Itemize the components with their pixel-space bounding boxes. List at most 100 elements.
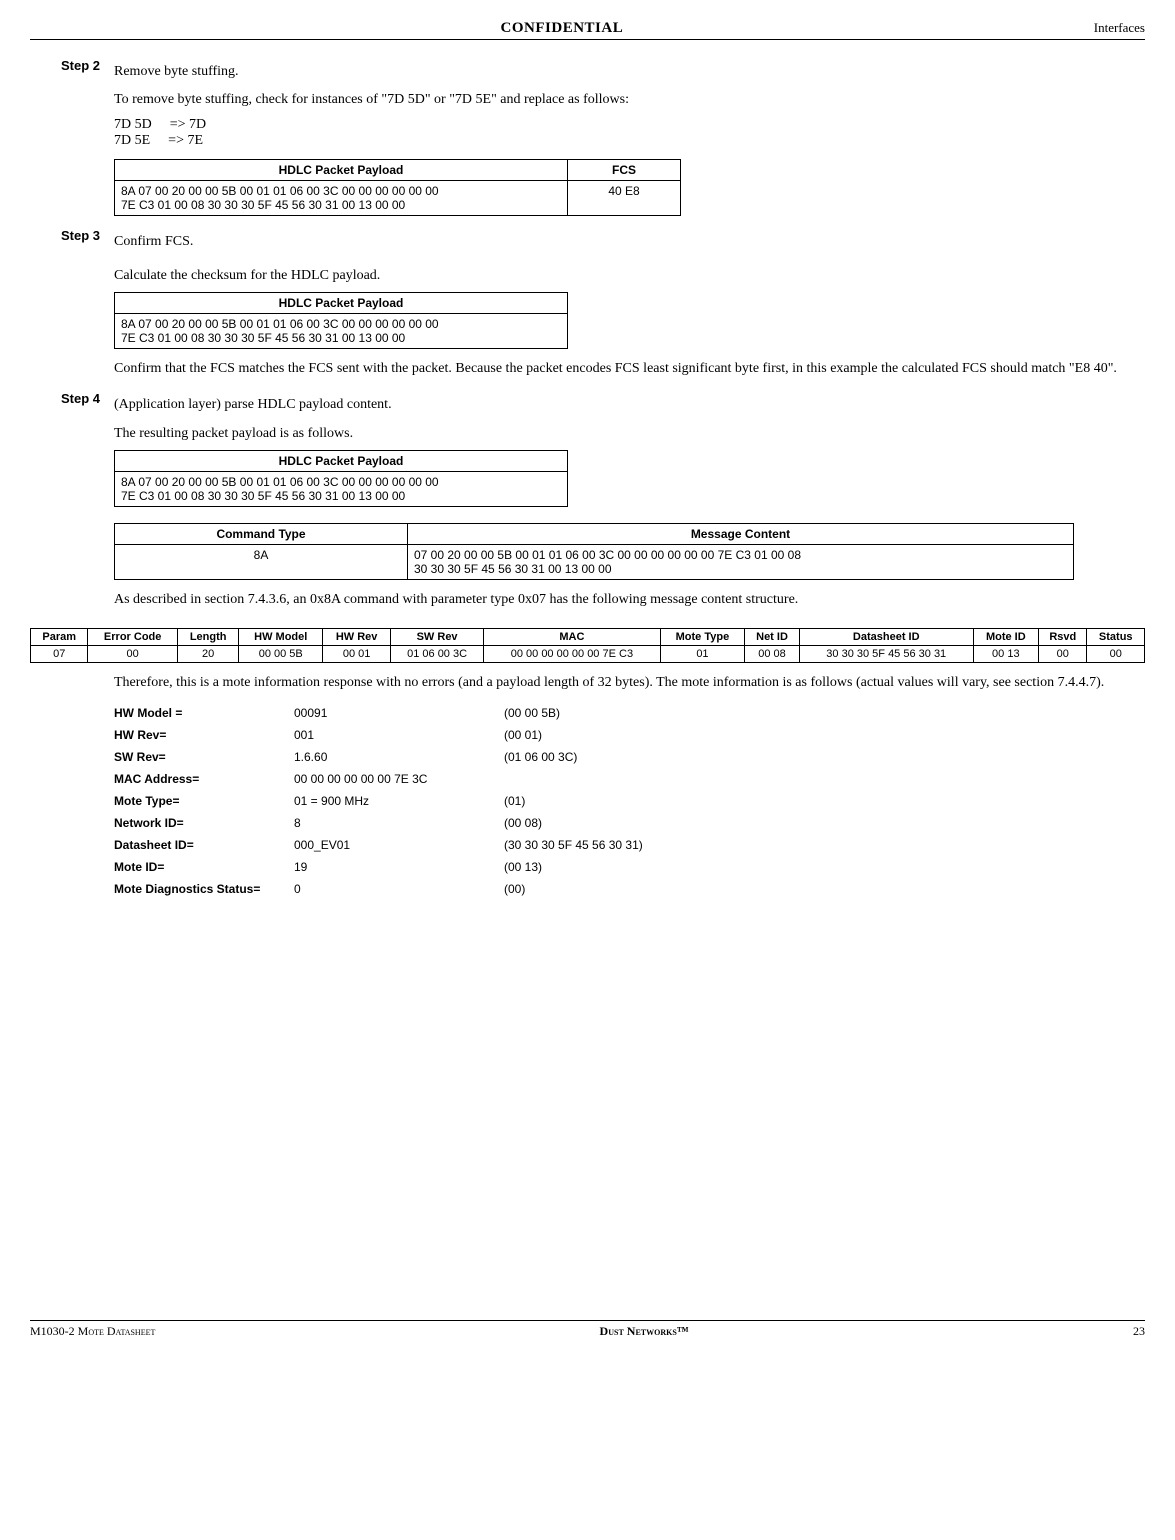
ph-10: Mote ID [973, 629, 1039, 646]
step4: Step 4 (Application layer) parse HDLC pa… [30, 391, 1145, 419]
step4-table1: HDLC Packet Payload 8A 07 00 20 00 00 5B… [114, 450, 568, 507]
step2-title: Remove byte stuffing. [114, 62, 1145, 82]
info-table: HW Model =00091(00 00 5B)HW Rev=001(00 0… [114, 702, 653, 900]
pd-9: 30 30 30 5F 45 56 30 31 [799, 646, 973, 663]
params-data-row: 07 00 20 00 00 5B 00 01 01 06 00 3C 00 0… [31, 646, 1145, 663]
info-label: HW Model = [114, 702, 294, 724]
sub2-left: 7D 5E [114, 133, 150, 149]
info-row: Mote Type=01 = 900 MHz(01) [114, 790, 653, 812]
ph-4: HW Rev [323, 629, 391, 646]
step2-label: Step 2 [30, 58, 114, 86]
step2-substitutions: 7D 5D => 7D 7D 5E => 7E [114, 117, 1145, 149]
pd-10: 00 13 [973, 646, 1039, 663]
info-hex: (00 08) [504, 812, 653, 834]
pd-4: 00 01 [323, 646, 391, 663]
info-value: 0 [294, 878, 504, 900]
step2-desc: To remove byte stuffing, check for insta… [114, 90, 1145, 110]
th-fcs: FCS [568, 159, 681, 180]
ph-0: Param [31, 629, 88, 646]
header-confidential: CONFIDENTIAL [501, 20, 624, 37]
page-footer: M1030-2 Mote Datasheet Dust Networks™ 23 [30, 1320, 1145, 1339]
ph-2: Length [177, 629, 238, 646]
pd-3: 00 00 5B [239, 646, 323, 663]
th-payload: HDLC Packet Payload [115, 159, 568, 180]
td-payload3: 8A 07 00 20 00 00 5B 00 01 01 06 00 3C 0… [115, 314, 568, 349]
info-row: MAC Address=00 00 00 00 00 00 7E 3C [114, 768, 653, 790]
info-row: Mote Diagnostics Status=0(00) [114, 878, 653, 900]
info-row: SW Rev=1.6.60(01 06 00 3C) [114, 746, 653, 768]
info-label: HW Rev= [114, 724, 294, 746]
sub2-right: => 7E [168, 133, 203, 149]
params-header-row: Param Error Code Length HW Model HW Rev … [31, 629, 1145, 646]
info-value: 19 [294, 856, 504, 878]
info-hex: (01) [504, 790, 653, 812]
pd-11: 00 [1039, 646, 1087, 663]
step4-desc1: The resulting packet payload is as follo… [114, 424, 1145, 444]
info-hex [504, 768, 653, 790]
ph-12: Status [1087, 629, 1145, 646]
ph-7: Mote Type [660, 629, 744, 646]
info-row: Datasheet ID=000_EV01(30 30 30 5F 45 56 … [114, 834, 653, 856]
info-hex: (00) [504, 878, 653, 900]
page-header: CONFIDENTIAL Interfaces [30, 20, 1145, 40]
info-row: HW Model =00091(00 00 5B) [114, 702, 653, 724]
info-label: Mote ID= [114, 856, 294, 878]
pd-8: 00 08 [745, 646, 800, 663]
td-msgcontent: 07 00 20 00 00 5B 00 01 01 06 00 3C 00 0… [408, 545, 1074, 580]
info-label: MAC Address= [114, 768, 294, 790]
params-table: Param Error Code Length HW Model HW Rev … [30, 628, 1145, 663]
pd-1: 00 [88, 646, 178, 663]
info-hex: (00 01) [504, 724, 653, 746]
pd-0: 07 [31, 646, 88, 663]
sub1-left: 7D 5D [114, 117, 152, 133]
footer-page: 23 [1133, 1324, 1145, 1339]
footer-center: Dust Networks™ [600, 1324, 689, 1339]
th-payload3: HDLC Packet Payload [115, 293, 568, 314]
footer-left: M1030-2 Mote Datasheet [30, 1324, 155, 1339]
ph-6: MAC [483, 629, 660, 646]
info-row: Mote ID=19(00 13) [114, 856, 653, 878]
pd-5: 01 06 00 3C [391, 646, 484, 663]
info-value: 8 [294, 812, 504, 834]
info-hex: (30 30 30 5F 45 56 30 31) [504, 834, 653, 856]
info-label: Network ID= [114, 812, 294, 834]
info-label: SW Rev= [114, 746, 294, 768]
ph-8: Net ID [745, 629, 800, 646]
th-cmdtype: Command Type [115, 524, 408, 545]
td-cmdtype: 8A [115, 545, 408, 580]
info-row: Network ID=8(00 08) [114, 812, 653, 834]
th-msgcontent: Message Content [408, 524, 1074, 545]
th-payload4: HDLC Packet Payload [115, 451, 568, 472]
ph-1: Error Code [88, 629, 178, 646]
info-hex: (00 00 5B) [504, 702, 653, 724]
info-row: HW Rev=001(00 01) [114, 724, 653, 746]
info-value: 1.6.60 [294, 746, 504, 768]
pd-2: 20 [177, 646, 238, 663]
step4-desc2: As described in section 7.4.3.6, an 0x8A… [114, 590, 1145, 610]
header-section: Interfaces [1094, 20, 1145, 36]
info-hex: (01 06 00 3C) [504, 746, 653, 768]
info-value: 000_EV01 [294, 834, 504, 856]
step3-desc1: Calculate the checksum for the HDLC payl… [114, 266, 1145, 286]
step3-label: Step 3 [30, 228, 114, 256]
info-label: Mote Type= [114, 790, 294, 812]
td-payload: 8A 07 00 20 00 00 5B 00 01 01 06 00 3C 0… [115, 180, 568, 215]
step4-label: Step 4 [30, 391, 114, 419]
info-value: 01 = 900 MHz [294, 790, 504, 812]
step2: Step 2 Remove byte stuffing. [30, 58, 1145, 86]
pd-7: 01 [660, 646, 744, 663]
ph-11: Rsvd [1039, 629, 1087, 646]
step3-table: HDLC Packet Payload 8A 07 00 20 00 00 5B… [114, 292, 568, 349]
info-label: Datasheet ID= [114, 834, 294, 856]
step4-table2: Command Type Message Content 8A 07 00 20… [114, 523, 1074, 580]
info-value: 001 [294, 724, 504, 746]
info-value: 00091 [294, 702, 504, 724]
td-fcs: 40 E8 [568, 180, 681, 215]
step3-desc2: Confirm that the FCS matches the FCS sen… [114, 359, 1145, 379]
step4-title: (Application layer) parse HDLC payload c… [114, 395, 1145, 415]
sub1-right: => 7D [170, 117, 206, 133]
info-value: 00 00 00 00 00 00 7E 3C [294, 768, 504, 790]
step3: Step 3 Confirm FCS. [30, 228, 1145, 256]
summary-para: Therefore, this is a mote information re… [114, 673, 1145, 693]
info-hex: (00 13) [504, 856, 653, 878]
